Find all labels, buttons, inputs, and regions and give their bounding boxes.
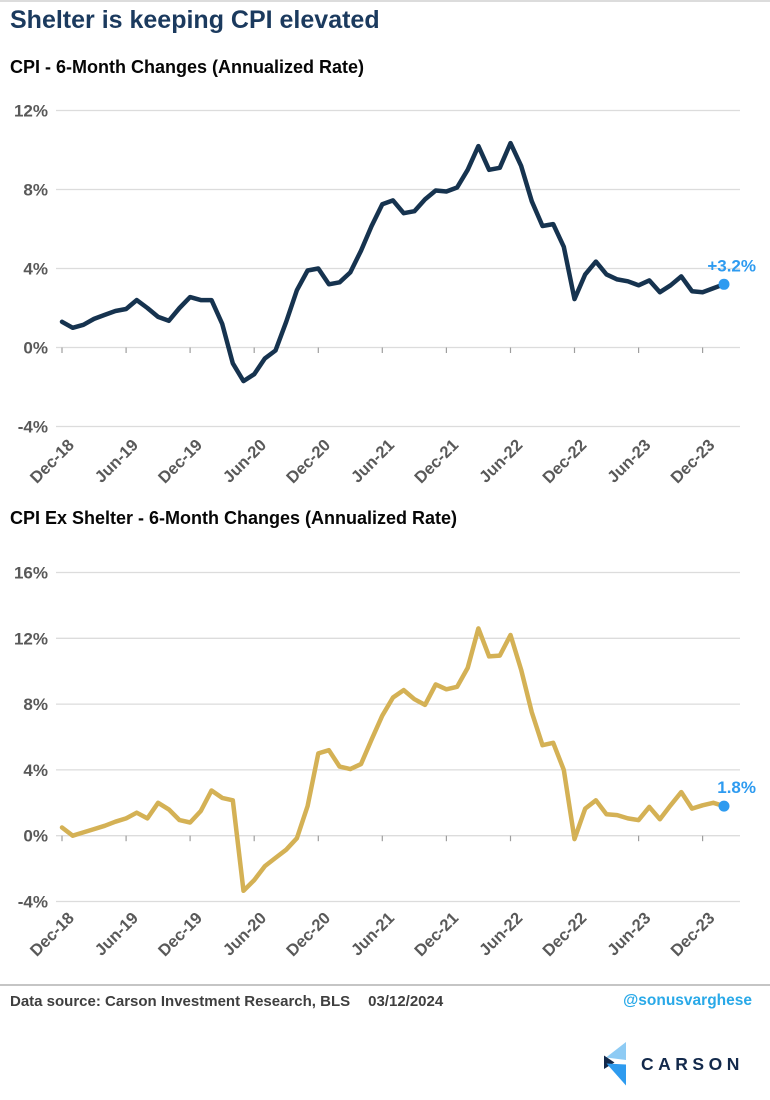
x-tick-label: Dec-23 [667, 436, 718, 487]
y-tick-label: 12% [14, 629, 48, 648]
x-tick-label: Jun-19 [92, 436, 142, 486]
data-source-text: Data source: Carson Investment Research,… [10, 993, 351, 1010]
y-tick-label: -4% [18, 418, 48, 437]
footer: Data source: Carson Investment Research,… [10, 993, 443, 1010]
y-tick-label: 16% [14, 564, 48, 583]
x-tick-label: Dec-18 [27, 436, 78, 487]
carson-logo-icon [604, 1042, 626, 1086]
x-tick-label: Jun-21 [348, 436, 398, 486]
x-tick-label: Dec-20 [283, 436, 334, 487]
data-date: 03/12/2024 [368, 993, 444, 1010]
x-tick-label: Jun-23 [604, 909, 654, 959]
top-border-line [0, 0, 770, 2]
x-tick-label: Jun-20 [220, 436, 270, 486]
x-tick-label: Dec-22 [539, 909, 590, 960]
x-tick-label: Dec-23 [667, 909, 718, 960]
x-tick-label: Dec-22 [539, 436, 590, 487]
x-tick-label: Dec-21 [411, 909, 462, 960]
footer-divider [0, 984, 770, 986]
x-tick-label: Jun-19 [92, 909, 142, 959]
carson-logo-text: CARSON [641, 1053, 744, 1074]
series-line [59, 626, 727, 894]
twitter-handle: @sonusvarghese [623, 992, 752, 1009]
x-tick-label: Dec-19 [155, 909, 206, 960]
y-tick-label: 12% [14, 102, 48, 121]
end-point-dot [718, 800, 730, 812]
page-title: Shelter is keeping CPI elevated [10, 6, 380, 34]
chart2-title: CPI Ex Shelter - 6-Month Changes (Annual… [10, 508, 458, 528]
x-tick-label: Dec-21 [411, 436, 462, 487]
x-tick-label: Dec-20 [283, 909, 334, 960]
x-tick-label: Jun-23 [604, 436, 654, 486]
x-tick-label: Jun-20 [220, 909, 270, 959]
end-point-label: +3.2% [707, 256, 756, 275]
chart1-title: CPI - 6-Month Changes (Annualized Rate) [10, 57, 365, 77]
x-tick-label: Dec-19 [155, 436, 206, 487]
y-tick-label: 4% [23, 260, 48, 279]
series-line [59, 140, 727, 384]
end-point-label: 1.8% [717, 778, 756, 797]
x-tick-label: Dec-18 [27, 909, 78, 960]
y-tick-label: 0% [23, 827, 48, 846]
x-tick-label: Jun-22 [476, 436, 526, 486]
carson-logo: CARSON [604, 1042, 744, 1086]
end-point-dot [718, 278, 730, 290]
x-tick-label: Jun-21 [348, 909, 398, 959]
cpi-line-chart: 12% 8% 4% 0% -4%Dec-18 Jun-19 Dec-19 Jun-20 Dec-… [14, 102, 756, 488]
y-tick-label: 4% [23, 761, 48, 780]
y-tick-label: 8% [23, 181, 48, 200]
y-tick-label: 0% [23, 339, 48, 358]
y-tick-label: 8% [23, 695, 48, 714]
y-tick-label: -4% [18, 893, 48, 912]
cpi-ex-shelter-line-chart: 16% 12% 8% 4% 0% -4%Dec-18 Jun-19 Dec-19 Jun-20 D… [14, 564, 756, 961]
x-tick-label: Jun-22 [476, 909, 526, 959]
